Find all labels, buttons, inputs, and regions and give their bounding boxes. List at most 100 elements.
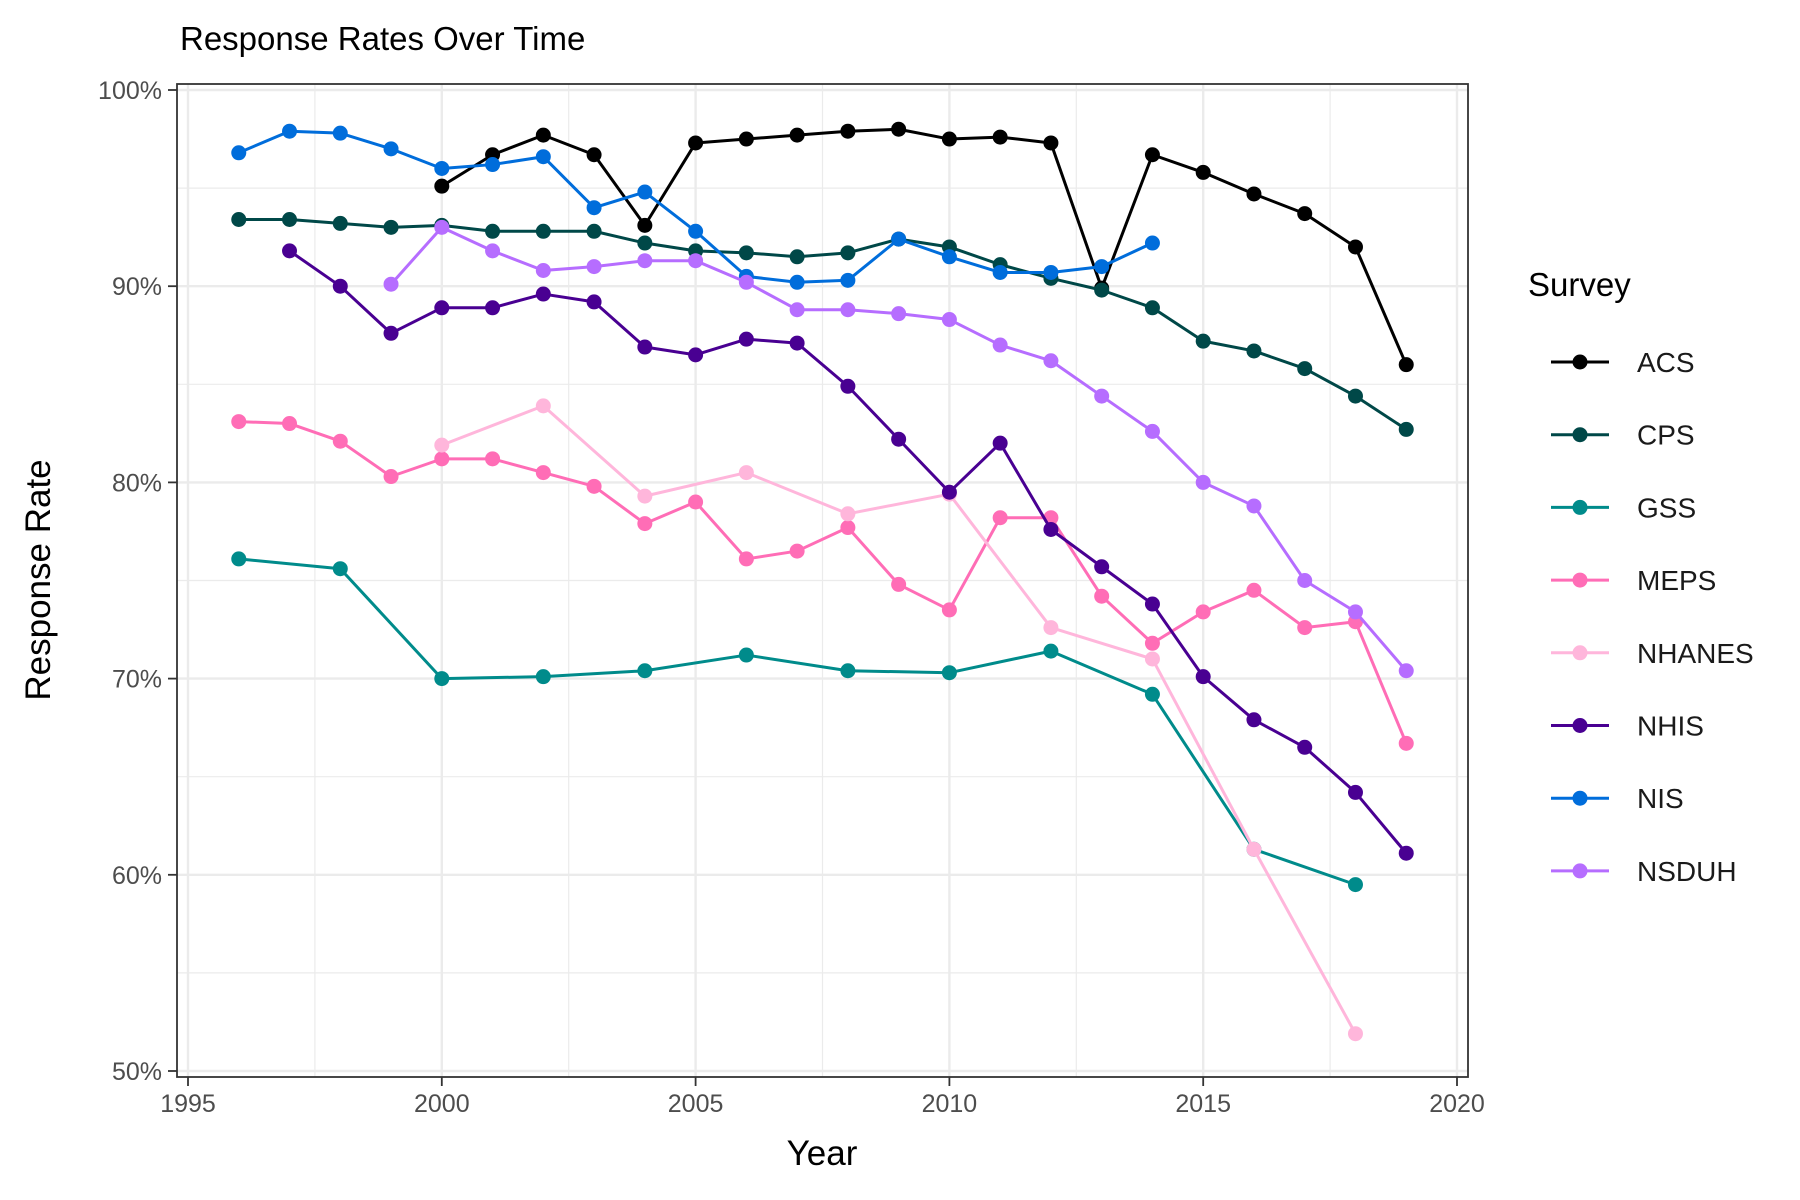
data-point-meps [637,516,653,532]
legend-item-cps: CPS [1551,420,1695,451]
data-point-cps [840,245,856,261]
data-point-nsduh [891,306,907,322]
data-point-acs [637,217,653,233]
series-layer [231,121,1414,1042]
data-point-nhis [282,243,298,259]
legend-key-point-acs [1572,354,1588,370]
data-point-meps [941,602,957,618]
data-point-nis [992,264,1008,280]
data-point-nhis [688,347,704,363]
series-line-nhanes [441,404,1357,1035]
data-point-nsduh [992,337,1008,353]
data-point-nis [1144,235,1160,251]
data-point-nsduh [1347,604,1363,620]
data-point-nhis [637,339,653,355]
data-point-nis [789,274,805,290]
data-point-nis [231,145,247,161]
data-point-gss [231,551,247,567]
data-point-gss [738,647,754,663]
data-point-nhis [992,435,1008,451]
data-point-gss [637,663,653,679]
data-point-gss [332,561,348,577]
legend-item-nsduh: NSDUH [1551,856,1737,887]
data-point-nhis [485,300,501,316]
legend-label-nhanes: NHANES [1637,638,1754,669]
data-point-nhis [1246,712,1262,728]
data-point-acs [1347,239,1363,255]
series-line-acs [441,127,1408,366]
data-point-acs [941,131,957,147]
data-point-nis [434,160,450,176]
chart-title: Response Rates Over Time [180,20,585,57]
data-point-nhanes [1347,1026,1363,1042]
data-point-nhis [1297,739,1313,755]
data-point-acs [1043,135,1059,151]
data-point-nis [535,149,551,165]
data-point-nsduh [1398,663,1414,679]
x-tick-label: 2010 [922,1090,978,1118]
legend-key-point-nhanes [1572,645,1588,661]
y-tick-label: 100% [98,77,162,105]
data-point-gss [434,671,450,687]
data-point-nhis [789,335,805,351]
data-point-nis [688,223,704,239]
y-tick-label: 90% [112,273,162,301]
data-point-nsduh [1043,353,1059,369]
data-point-cps [383,219,399,235]
data-point-nsduh [738,274,754,290]
data-point-nhanes [535,398,551,414]
series-nhis [282,243,1414,861]
data-point-nhis [586,294,602,310]
data-point-meps [434,451,450,467]
data-point-meps [992,510,1008,526]
data-point-meps [840,520,856,536]
legend-label-meps: MEPS [1637,565,1716,596]
data-point-meps [485,451,501,467]
legend-key-point-cps [1572,427,1588,443]
data-point-acs [789,127,805,143]
data-point-gss [941,665,957,681]
data-point-acs [1398,357,1414,373]
data-point-meps [535,465,551,481]
data-point-acs [840,123,856,139]
data-point-gss [1347,877,1363,893]
data-point-gss [1043,643,1059,659]
legend-item-gss: GSS [1551,492,1696,523]
data-point-meps [688,494,704,510]
y-axis-title: Response Rate [19,459,58,700]
data-point-nhanes [1246,841,1262,857]
legend-label-nhis: NHIS [1637,711,1704,742]
data-point-nis [891,231,907,247]
data-point-cps [1398,421,1414,437]
data-point-nsduh [383,276,399,292]
data-point-cps [1246,343,1262,359]
data-point-nhis [383,325,399,341]
data-point-nhis [738,331,754,347]
legend-label-cps: CPS [1637,420,1695,451]
data-point-meps [738,551,754,567]
data-point-nsduh [586,259,602,275]
data-point-nhanes [1043,620,1059,636]
y-tick-label: 60% [112,862,162,890]
data-point-meps [1246,582,1262,598]
data-point-nsduh [1297,573,1313,588]
data-point-nsduh [941,312,957,328]
data-point-meps [1195,604,1211,620]
data-point-cps [282,211,298,227]
y-tick-label: 70% [112,666,162,694]
data-point-meps [1144,635,1160,651]
data-point-nsduh [688,253,704,269]
legend-item-meps: MEPS [1551,565,1716,596]
legend-item-nhanes: NHANES [1551,638,1754,669]
plot-border [176,83,1469,1078]
data-point-nhanes [840,506,856,522]
data-point-meps [231,414,247,430]
data-point-acs [1297,206,1313,222]
data-point-cps [1195,333,1211,349]
data-point-nhis [1043,521,1059,537]
legend: Survey ACS CPS GSS MEPS NHANES NHIS NIS NSDUH [1528,266,1754,887]
data-point-nhis [840,378,856,394]
legend-item-nhis: NHIS [1551,711,1704,742]
data-point-nsduh [840,302,856,318]
